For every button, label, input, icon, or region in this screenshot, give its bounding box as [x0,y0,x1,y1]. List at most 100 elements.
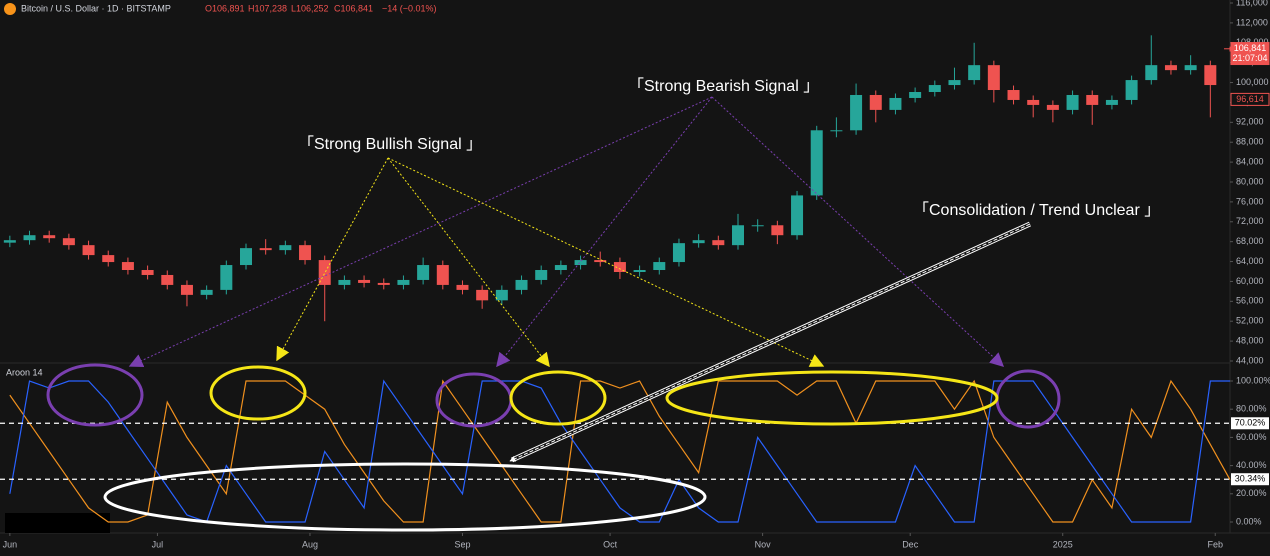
x-tick-label: Dec [902,539,919,549]
candle-body [82,245,95,256]
candle-body [672,243,685,263]
candle-body [456,284,469,290]
candle-body [240,248,252,266]
highlight-ellipse [509,370,607,426]
highlight-ellipse [46,363,144,427]
annotation-line [496,96,713,368]
candle-body [515,279,528,290]
x-tick-label: 2025 [1053,539,1073,549]
y-tick-label: 52,000 [1236,316,1264,326]
candle-body [259,248,272,251]
price-tag [1230,92,1270,106]
candle-body [43,235,56,239]
candle-body [23,235,36,241]
candle-body [200,289,213,295]
candle-body [1007,90,1020,100]
price-tag [1230,42,1270,66]
candle-body [1204,65,1217,86]
y-tick-label: 60,000 [1236,276,1264,286]
level-tag [1231,473,1269,486]
annotation: 「Strong Bearish Signal 」 [628,77,819,95]
candle-body [495,289,508,301]
candle-body [751,225,764,227]
candle-body [869,94,882,110]
y-tick-label: 76,000 [1236,196,1264,206]
aroon-line [9,379,1231,523]
candle-body [1184,65,1197,71]
y-tick-label: 100.00% [1236,375,1270,385]
y-tick-label: 64,000 [1236,256,1264,266]
candle-body [397,279,410,285]
y-tick-label: 116,000 [1236,0,1268,7]
x-tick-label: Oct [603,539,618,549]
highlight-ellipse [665,370,999,426]
level-label: 70.02% [1235,418,1266,428]
y-tick-label: 84,000 [1236,156,1264,166]
candle-body [948,80,961,86]
x-tick-label: Feb [1207,539,1223,549]
annotation-line [387,157,825,367]
candle-body [476,289,489,301]
candle-body [141,270,154,275]
x-tick-label: Jul [152,539,164,549]
level-tag [1231,417,1269,430]
x-tick-label: Nov [755,539,772,549]
ohlc-label: C106,841 [334,3,373,13]
y-tick-label: 56,000 [1236,296,1264,306]
y-tick-label: 88,000 [1236,137,1264,147]
candle-body [850,94,863,131]
candle-body [889,97,902,110]
candle-body [417,265,430,280]
candle-body [1164,65,1177,71]
candle-body [909,92,922,98]
candle-body [121,262,134,271]
highlight-ellipse [209,365,307,421]
symbol-icon [4,3,16,15]
y-tick-label: 44,000 [1236,355,1264,365]
x-tick-label: Sep [454,539,470,549]
candle-body [554,265,567,271]
y-tick-label: 20.00% [1236,488,1267,498]
ohlc-label: H107,238 [248,3,287,13]
candle-body [1086,94,1099,105]
candle-body [771,225,784,236]
candle-body [613,262,626,272]
candle-body [102,255,115,263]
candle-body [987,65,1000,91]
price-tag-label: 106,841 [1234,43,1267,53]
candle-body [1145,65,1158,81]
candle-body [692,240,705,244]
candle-body [161,274,174,285]
candle-body [653,262,666,271]
ohlc-label: L106,252 [291,3,329,13]
candle-body [1105,99,1118,105]
candle-body [574,260,587,266]
y-tick-label: 40.00% [1236,460,1267,470]
x-tick-label: Aug [302,539,318,549]
redaction [5,513,110,533]
candle-body [928,85,941,93]
annotations [46,96,1061,532]
candle-body [732,225,744,246]
y-tick-label: 0.00% [1236,516,1262,526]
candle-body [594,260,607,263]
candle-body [810,130,823,196]
y-tick-label: 72,000 [1236,216,1264,226]
ohlc-label: O106,891 [205,3,245,13]
price-tag-label: 96,614 [1236,94,1264,104]
candle-body [220,265,233,290]
y-tick-label: 100,000 [1236,77,1269,87]
chart-title: Bitcoin / U.S. Dollar · 1D · BITSTAMP [21,3,171,13]
annotation-arrow [509,223,1031,462]
candle-body [299,245,312,261]
x-tick-label: Jun [3,539,18,549]
candle-body [791,195,804,236]
candle-body [1125,80,1138,100]
candle-body [436,265,449,285]
y-tick-label: 48,000 [1236,335,1264,345]
candle-body [3,240,16,243]
candle-body [968,65,981,81]
candle-body [830,130,843,132]
